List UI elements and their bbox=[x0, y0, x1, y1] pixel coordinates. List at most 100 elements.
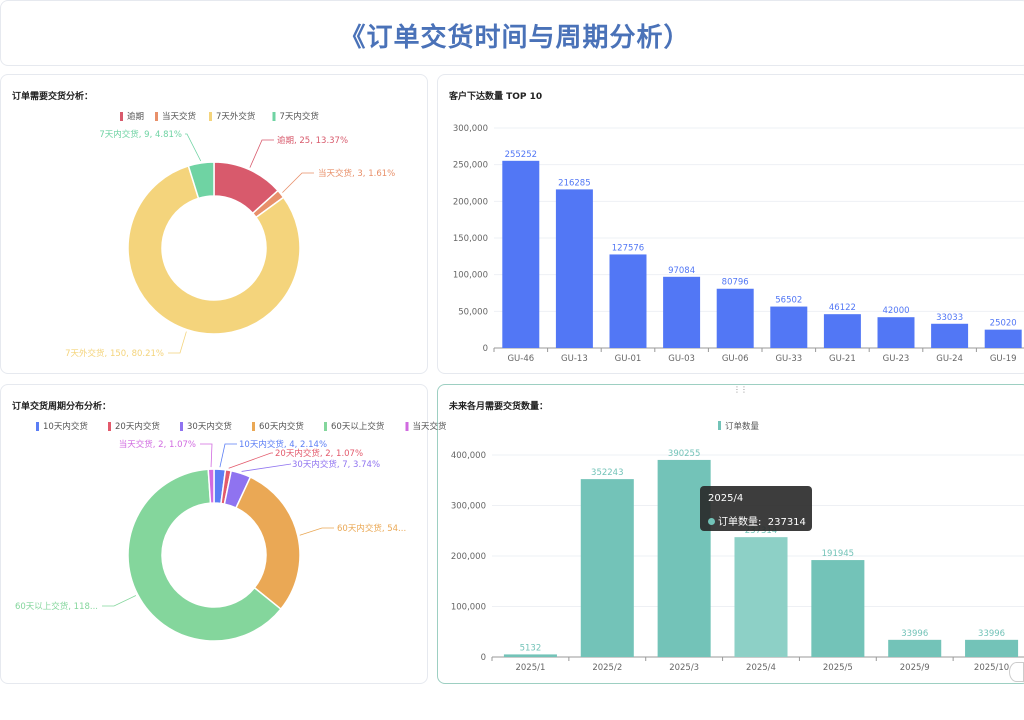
x-tick-label: 2025/10 bbox=[974, 663, 1009, 673]
assistant-icon[interactable] bbox=[1009, 662, 1024, 682]
pie-chart-delivery-cycle: 10天内交货 20天内交货 30天内交货 60天内交货 60天以上交货 当天交货 订单交货周… bbox=[12, 400, 447, 642]
slice-label: 30天内交货, 7, 3.74% bbox=[292, 459, 380, 470]
y-tick-label: 300,000 bbox=[451, 502, 486, 512]
legend-item: 30天内交货 bbox=[187, 421, 232, 432]
legend-marker bbox=[36, 422, 39, 431]
legend-item: 7天外交货 bbox=[216, 111, 256, 122]
y-tick-label: 200,000 bbox=[451, 552, 486, 562]
slice-label: 逾期, 25, 13.37% bbox=[277, 135, 348, 146]
label-leader-line bbox=[219, 443, 237, 468]
x-tick-label: GU-46 bbox=[507, 354, 534, 364]
x-tick-label: 2025/9 bbox=[900, 663, 930, 673]
bar-value-label: 127576 bbox=[612, 243, 644, 253]
y-tick-label: 200,000 bbox=[453, 197, 488, 207]
bar-value-label: 216285 bbox=[558, 178, 590, 188]
bar-value-label: 33033 bbox=[936, 313, 963, 323]
x-tick-label: GU-13 bbox=[561, 354, 588, 364]
y-tick-label: 300,000 bbox=[453, 124, 488, 134]
bar-chart-monthly-delivery: 订单数量 未来各月需要交货数量： 0 100,000 200,000 300,000 400… bbox=[448, 400, 1024, 673]
bar bbox=[716, 288, 754, 348]
bar bbox=[931, 323, 969, 348]
label-leader-line bbox=[228, 452, 273, 469]
drag-handle-icon[interactable]: ⋮⋮ bbox=[733, 385, 748, 394]
slice-label: 当天交货, 2, 1.07% bbox=[119, 439, 196, 450]
legend-marker bbox=[252, 422, 255, 431]
bar bbox=[877, 317, 915, 348]
bar bbox=[823, 314, 861, 348]
y-tick-label: 150,000 bbox=[453, 234, 488, 244]
y-tick-label: 100,000 bbox=[451, 603, 486, 613]
legend-item: 7天内交货 bbox=[280, 111, 320, 122]
x-tick-label: GU-23 bbox=[883, 354, 910, 364]
label-leader-line bbox=[249, 139, 274, 168]
bar bbox=[502, 160, 540, 348]
y-tick-label: 0 bbox=[483, 344, 488, 354]
bar bbox=[984, 329, 1022, 348]
x-tick-label: GU-33 bbox=[775, 354, 802, 364]
chart-title: 订单交货周期分布分析： bbox=[12, 400, 111, 412]
slice-label: 20天内交货, 2, 1.07% bbox=[275, 448, 363, 459]
label-leader-line bbox=[168, 331, 187, 354]
bar-value-label: 80796 bbox=[722, 278, 749, 288]
legend-item: 20天内交货 bbox=[115, 421, 160, 432]
legend-marker bbox=[155, 112, 158, 121]
x-tick-label: 2025/1 bbox=[515, 663, 545, 673]
x-tick-label: 2025/2 bbox=[592, 663, 622, 673]
legend-marker bbox=[272, 112, 276, 121]
legend-marker bbox=[405, 422, 409, 431]
legend-item: 10天内交货 bbox=[43, 421, 88, 432]
legend-item: 逾期 bbox=[127, 111, 144, 122]
bar bbox=[734, 537, 788, 657]
pie-slice bbox=[187, 161, 215, 200]
tooltip-marker bbox=[708, 518, 715, 525]
tooltip-series: 订单数量 bbox=[718, 517, 758, 528]
bar-value-label: 33996 bbox=[978, 629, 1005, 639]
bar-value-label: 42000 bbox=[882, 306, 909, 316]
label-leader-line bbox=[299, 527, 334, 536]
bar bbox=[555, 189, 593, 348]
x-tick-label: 2025/5 bbox=[823, 663, 853, 673]
slice-label: 7天外交货, 150, 80.21% bbox=[65, 348, 164, 359]
page-title: 《订单交货时间与周期分析） bbox=[339, 23, 691, 53]
legend-marker bbox=[120, 112, 123, 121]
legend-marker bbox=[324, 422, 327, 431]
slice-label: 当天交货, 3, 1.61% bbox=[318, 168, 395, 179]
legend-item: 60天内交货 bbox=[259, 421, 304, 432]
pie-chart-delivery-requirement: 逾期 当天交货 7天外交货 7天内交货 订单需要交货分析： 逾期, 25, 13.37% 当… bbox=[12, 90, 395, 359]
bar bbox=[609, 254, 647, 348]
chart-tooltip: 2025/4 订单数量: 237314 bbox=[700, 486, 812, 531]
legend-marker bbox=[209, 112, 212, 121]
label-leader-line bbox=[102, 595, 137, 607]
pie-slice bbox=[127, 164, 301, 335]
x-tick-label: GU-21 bbox=[829, 354, 856, 364]
y-tick-label: 400,000 bbox=[451, 451, 486, 461]
bar-value-label: 25020 bbox=[990, 319, 1017, 329]
slice-label: 7天内交货, 9, 4.81% bbox=[99, 129, 182, 140]
bar bbox=[663, 276, 701, 348]
bar-value-label: 56502 bbox=[775, 296, 802, 306]
legend-item: 订单数量 bbox=[725, 421, 760, 432]
slice-label: 60天以上交货, 118... bbox=[15, 601, 98, 612]
bar-value-label: 5132 bbox=[520, 643, 542, 653]
x-tick-label: GU-24 bbox=[936, 354, 963, 364]
legend-marker bbox=[108, 422, 111, 431]
legend-item: 当天交货 bbox=[413, 421, 448, 432]
y-tick-label: 250,000 bbox=[453, 161, 488, 171]
bar-value-label: 255252 bbox=[505, 150, 537, 160]
x-tick-label: 2025/3 bbox=[669, 663, 699, 673]
x-tick-label: GU-19 bbox=[990, 354, 1017, 364]
panel-monthly-delivery bbox=[437, 384, 1024, 684]
legend-item: 60天以上交货 bbox=[331, 421, 385, 432]
x-tick-label: 2025/4 bbox=[746, 663, 776, 673]
bar-value-label: 191945 bbox=[822, 549, 854, 559]
chart-title: 未来各月需要交货数量： bbox=[448, 400, 548, 412]
bar-value-label: 97084 bbox=[668, 266, 695, 276]
chart-title: 客户下达数量 TOP 10 bbox=[448, 90, 542, 102]
bar-chart-customer-top10: 客户下达数量 TOP 10 0 50,000 100,000 150,000 200,00… bbox=[448, 90, 1024, 364]
header-panel: 《订单交货时间与周期分析） bbox=[0, 0, 1024, 66]
chart-title: 订单需要交货分析： bbox=[12, 90, 93, 102]
bar-value-label: 33996 bbox=[901, 629, 928, 639]
bar bbox=[811, 560, 865, 657]
tooltip-row: 订单数量: 237314 bbox=[708, 513, 806, 528]
bar bbox=[965, 639, 1019, 657]
